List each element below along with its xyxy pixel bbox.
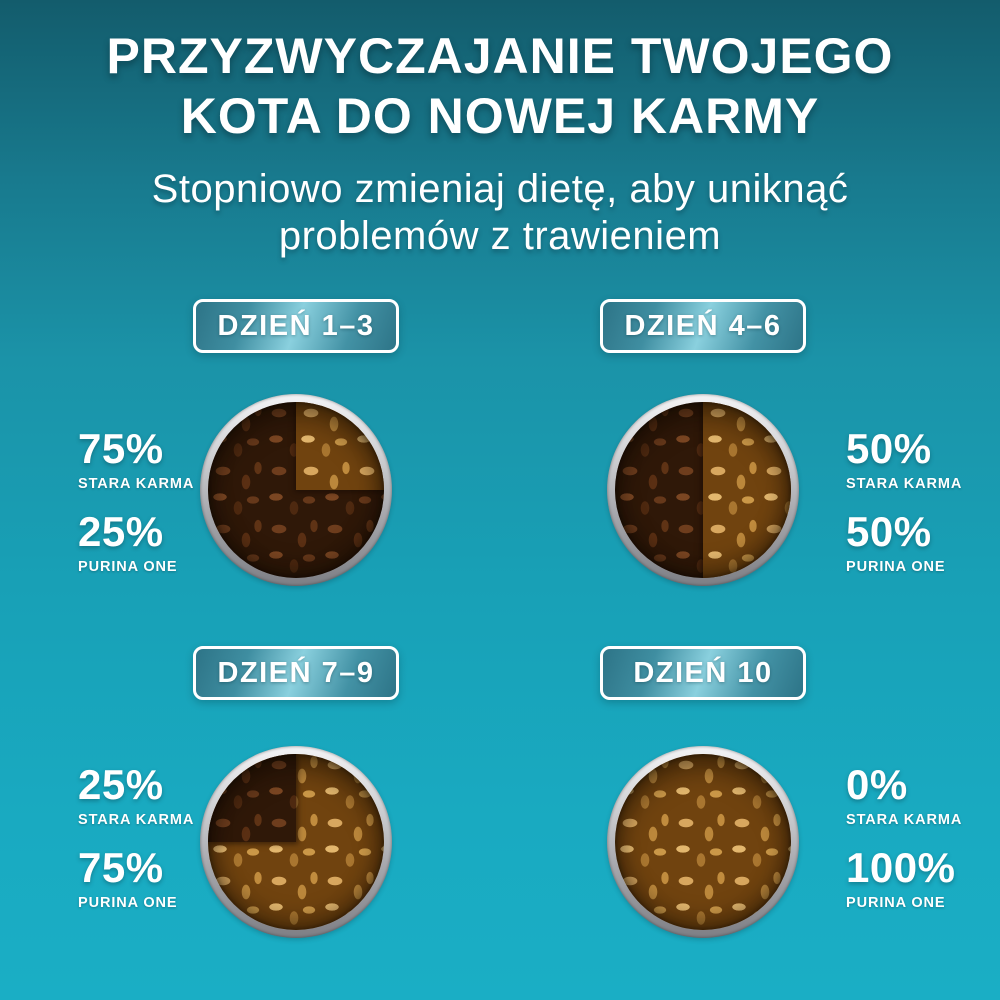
- old-food-label: STARA KARMA: [846, 476, 963, 492]
- old-food-label: STARA KARMA: [78, 812, 195, 828]
- new-food-label: PURINA ONE: [78, 895, 178, 911]
- percent-labels: 25% STARA KARMA 75% PURINA ONE: [78, 761, 195, 912]
- new-food-label: PURINA ONE: [78, 559, 178, 575]
- bowl-food-new: [615, 754, 791, 930]
- percent-labels: 75% STARA KARMA 25% PURINA ONE: [78, 425, 195, 576]
- old-food-percent: 50%: [846, 425, 932, 472]
- new-food-region: [296, 402, 384, 490]
- page-subtitle: Stopniowo zmieniaj dietę, aby uniknąć: [151, 167, 849, 211]
- new-food-region: [703, 402, 791, 578]
- day-badge: DZIEŃ 1–3: [193, 299, 399, 353]
- old-food-percent: 75%: [78, 425, 164, 472]
- old-food-label: STARA KARMA: [846, 812, 963, 828]
- day-badge: DZIEŃ 7–9: [193, 646, 399, 700]
- old-food-region: [208, 754, 296, 842]
- page-subtitle-line2: problemów z trawieniem: [278, 214, 722, 258]
- new-food-percent: 50%: [846, 508, 932, 555]
- percent-labels: 0% STARA KARMA 100% PURINA ONE: [846, 761, 963, 912]
- new-food-label: PURINA ONE: [846, 559, 946, 575]
- food-bowl: [580, 719, 826, 965]
- new-food-percent: 25%: [78, 508, 164, 555]
- page-title: PRZYZWYCZAJANIE TWOJEGO: [106, 28, 894, 84]
- new-food-percent: 75%: [78, 844, 164, 891]
- old-food-percent: 25%: [78, 761, 164, 808]
- bowl-inner-shadow: [615, 754, 791, 930]
- bowl-food-new: [208, 754, 384, 930]
- food-bowl: [173, 367, 419, 613]
- old-food-percent: 0%: [846, 761, 908, 808]
- percent-labels: 50% STARA KARMA 50% PURINA ONE: [846, 425, 963, 576]
- food-bowl: [580, 367, 826, 613]
- food-bowl: [173, 719, 419, 965]
- day-badge: DZIEŃ 4–6: [600, 299, 806, 353]
- new-food-label: PURINA ONE: [846, 895, 946, 911]
- day-badge: DZIEŃ 10: [600, 646, 806, 700]
- old-food-label: STARA KARMA: [78, 476, 195, 492]
- new-food-percent: 100%: [846, 844, 956, 891]
- page-title-line2: KOTA DO NOWEJ KARMY: [180, 88, 820, 144]
- bowl-food-old: [615, 402, 791, 578]
- bowl-food-old: [208, 402, 384, 578]
